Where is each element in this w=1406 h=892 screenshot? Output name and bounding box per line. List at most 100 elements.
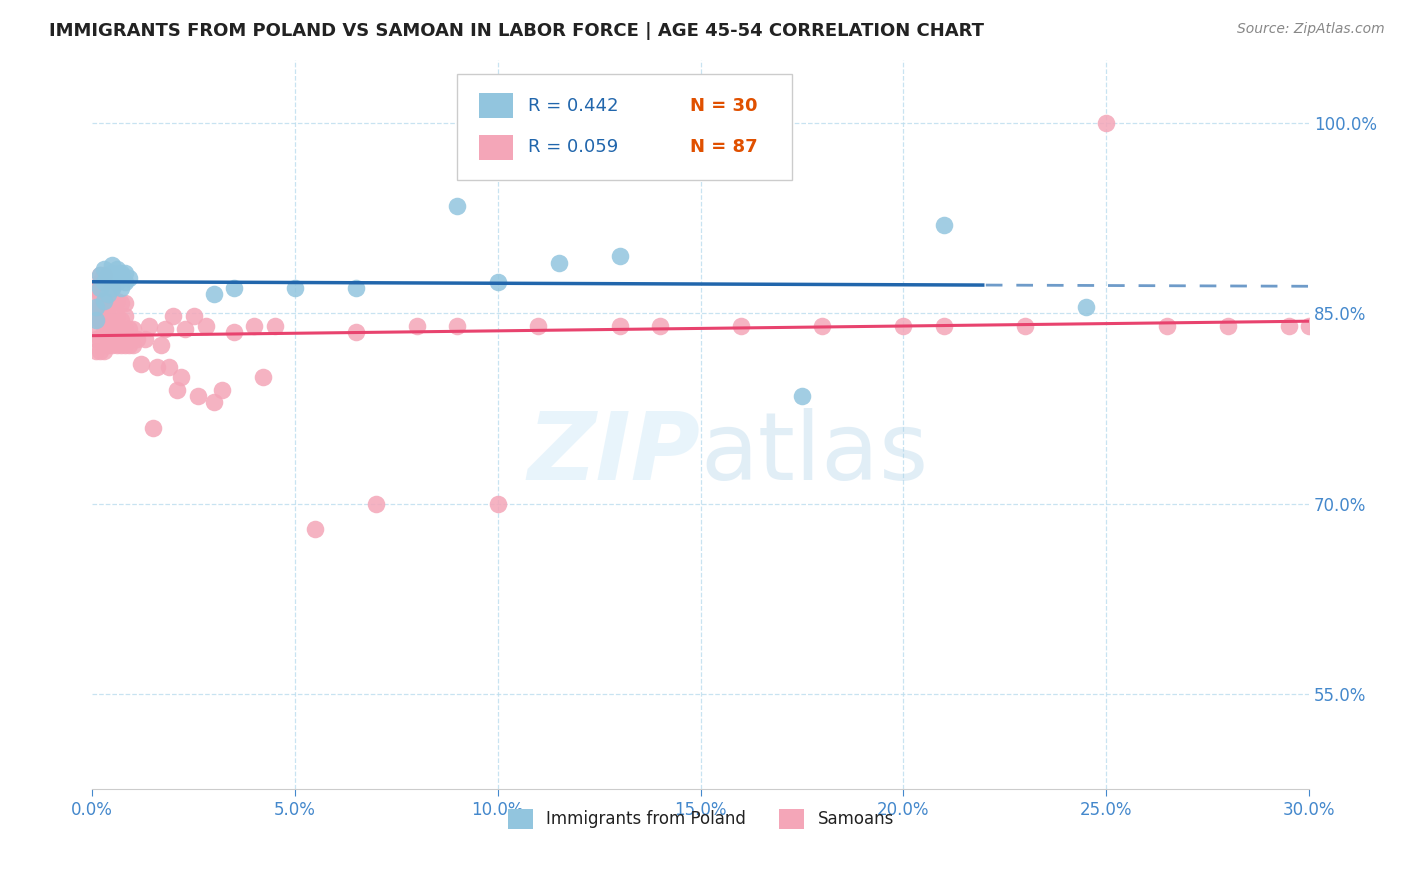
Point [1298,319,1320,334]
Point [97,326,120,340]
Point [84,281,107,295]
Point [101,281,124,295]
Point [304,522,326,536]
Point [89,268,111,283]
Point [93,262,115,277]
FancyBboxPatch shape [479,135,513,160]
Point [183,309,205,323]
Point [89,300,111,314]
Point [89,287,111,301]
Point [110,326,132,340]
Point [366,497,388,511]
Point [84,344,107,359]
Point [89,312,111,326]
Point [118,338,141,352]
Point [609,319,631,334]
Point [405,319,427,334]
Point [134,332,156,346]
Point [114,266,136,280]
Point [89,281,111,295]
Point [97,287,120,301]
Point [730,319,752,334]
Point [344,326,367,340]
Point [93,293,115,308]
Point [486,275,509,289]
Text: atlas: atlas [700,408,929,500]
Point [146,359,169,374]
Point [89,268,111,283]
Point [114,338,136,352]
Text: IMMIGRANTS FROM POLAND VS SAMOAN IN LABOR FORCE | AGE 45-54 CORRELATION CHART: IMMIGRANTS FROM POLAND VS SAMOAN IN LABO… [49,22,984,40]
Point [121,338,143,352]
Point [932,218,955,232]
Point [105,309,128,323]
Point [138,319,160,334]
Point [84,312,107,326]
Point [486,497,509,511]
Point [162,309,184,323]
Point [446,198,468,212]
Point [121,321,143,335]
Point [1074,300,1097,314]
Point [174,321,197,335]
Point [93,275,115,289]
Point [790,389,813,403]
Point [84,293,107,308]
FancyBboxPatch shape [457,74,792,180]
Point [153,321,176,335]
Point [110,281,132,295]
Point [118,321,141,335]
Point [1278,319,1301,334]
Point [118,270,141,285]
Point [101,281,124,295]
Point [110,266,132,280]
Point [142,420,165,434]
Point [114,296,136,310]
Point [150,338,173,352]
Point [1095,116,1118,130]
Point [224,281,246,295]
Point [166,383,188,397]
Point [202,395,225,409]
Point [211,383,233,397]
Point [243,319,266,334]
Point [187,389,209,403]
Point [84,306,107,320]
Point [263,319,285,334]
Legend: Immigrants from Poland, Samoans: Immigrants from Poland, Samoans [501,802,900,836]
Point [93,344,115,359]
Point [93,275,115,289]
Text: R = 0.059: R = 0.059 [527,138,619,156]
Point [105,262,128,277]
Point [97,268,120,283]
Point [114,321,136,335]
Point [284,281,307,295]
Point [105,321,128,335]
Point [89,344,111,359]
Point [93,312,115,326]
Text: N = 30: N = 30 [690,96,758,114]
Point [224,326,246,340]
Point [202,287,225,301]
Point [93,287,115,301]
Point [194,319,217,334]
Point [93,268,115,283]
Point [932,319,955,334]
Point [811,319,834,334]
Point [101,338,124,352]
Point [84,319,107,334]
Point [547,255,569,269]
Point [114,309,136,323]
Point [101,306,124,320]
Point [1156,319,1178,334]
Point [97,300,120,314]
Point [110,312,132,326]
Point [527,319,550,334]
Point [84,332,107,346]
Point [89,275,111,289]
Point [97,338,120,352]
Text: Source: ZipAtlas.com: Source: ZipAtlas.com [1237,22,1385,37]
Text: R = 0.442: R = 0.442 [527,96,619,114]
Point [101,258,124,272]
Point [110,296,132,310]
